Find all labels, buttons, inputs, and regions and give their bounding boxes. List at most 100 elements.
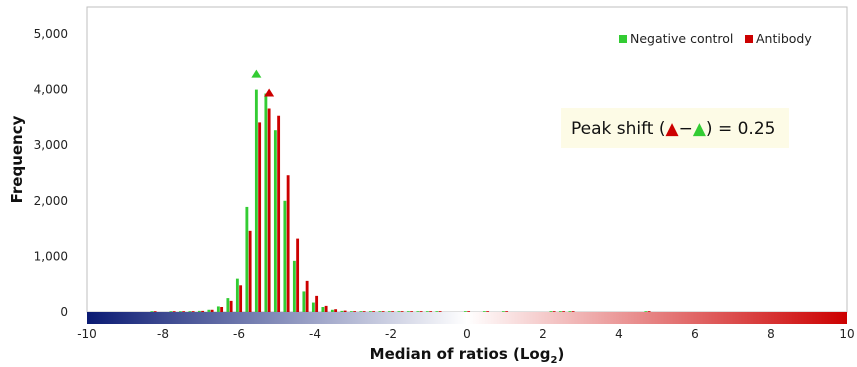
bar-negative-control	[150, 311, 154, 312]
bar-antibody	[647, 311, 651, 312]
color-gradient-bar	[87, 312, 847, 324]
bar-negative-control	[416, 311, 420, 312]
bar-negative-control	[283, 200, 287, 312]
x-tick-labels: -10 -8 -6 -4 -2 0 2 4 6 8 10	[77, 327, 854, 341]
bar-antibody	[296, 238, 300, 312]
bar-negative-control	[235, 278, 239, 312]
bar-negative-control	[387, 311, 391, 312]
bar-negative-control	[292, 260, 296, 312]
x-tick-label: 6	[691, 327, 699, 341]
bar-antibody	[248, 230, 252, 312]
bar-antibody	[400, 311, 404, 312]
x-tick-label: 0	[463, 327, 471, 341]
bar-antibody	[182, 311, 186, 312]
bar-negative-control	[340, 310, 344, 312]
bar-antibody	[419, 311, 423, 312]
bar-negative-control	[245, 206, 249, 312]
negative-control-triangle-icon: ▲	[693, 119, 707, 139]
y-axis-title: Frequency	[8, 115, 26, 203]
legend-swatch-antibody	[745, 35, 753, 43]
peak-shift-annotation: Peak shift (▲−▲) = 0.25	[561, 108, 789, 148]
annotation-text: Peak shift (▲−▲) = 0.25	[571, 119, 775, 139]
bar-antibody	[315, 295, 319, 312]
y-tick-label: 4,000	[34, 83, 68, 97]
bar-negative-control	[482, 311, 486, 312]
x-tick-label: -8	[157, 327, 169, 341]
legend-label-negative-control: Negative control	[630, 31, 733, 46]
bar-antibody	[153, 311, 157, 312]
x-tick-label: -4	[309, 327, 321, 341]
bar-antibody	[239, 285, 243, 312]
bar-antibody	[334, 309, 338, 312]
annotation-dash: −	[679, 119, 693, 139]
bar-antibody	[438, 311, 442, 312]
x-tick-label: 8	[767, 327, 775, 341]
annotation-suffix: ) = 0.25	[706, 119, 776, 139]
bar-negative-control	[197, 310, 201, 312]
x-tick-label: 10	[839, 327, 854, 341]
bar-antibody	[210, 309, 214, 312]
bar-antibody	[562, 311, 566, 312]
bar-negative-control	[178, 311, 182, 312]
y-tick-label: 5,000	[34, 27, 68, 41]
x-tick-label: -2	[385, 327, 397, 341]
bar-negative-control	[330, 309, 334, 312]
plot-area-border	[86, 6, 848, 313]
bar-antibody	[343, 310, 347, 312]
bar-negative-control	[435, 311, 439, 312]
bar-negative-control	[216, 306, 220, 312]
bar-negative-control	[644, 311, 648, 312]
bar-negative-control	[321, 306, 325, 312]
bar-negative-control	[406, 311, 410, 312]
bar-negative-control	[207, 309, 211, 312]
bar-negative-control	[397, 311, 401, 312]
bar-negative-control	[169, 311, 173, 312]
bar-negative-control	[264, 93, 268, 312]
bar-antibody	[277, 115, 281, 313]
antibody-triangle-icon: ▲	[666, 119, 680, 139]
peak-marker-antibody	[264, 88, 275, 97]
bar-antibody	[191, 311, 195, 312]
bar-negative-control	[568, 311, 572, 312]
bar-negative-control	[302, 291, 306, 312]
peak-markers	[251, 69, 275, 97]
bar-antibody	[372, 311, 376, 312]
x-axis-title-subscript: 2	[550, 355, 557, 366]
bar-negative-control	[558, 311, 562, 312]
bar-negative-control	[549, 311, 553, 312]
bar-antibody	[229, 300, 233, 312]
y-tick-label: 1,000	[34, 249, 68, 263]
bar-negative-control	[501, 311, 505, 312]
bar-antibody	[286, 175, 290, 312]
bar-negative-control	[349, 311, 353, 312]
bar-negative-control	[378, 311, 382, 312]
bar-antibody	[505, 311, 509, 312]
bar-antibody	[552, 311, 556, 312]
bar-negative-control	[425, 311, 429, 312]
legend-label-antibody: Antibody	[756, 31, 812, 46]
annotation-background	[561, 108, 789, 148]
x-tick-label: 2	[539, 327, 547, 341]
legend-swatch-negative-control	[619, 35, 627, 43]
bar-antibody	[467, 311, 471, 312]
x-tick-label: -6	[233, 327, 245, 341]
y-tick-label: 3,000	[34, 138, 68, 152]
bar-antibody	[571, 311, 575, 312]
bar-negative-control	[359, 311, 363, 312]
bar-antibody	[201, 310, 205, 312]
x-axis-title-main: Median of ratios (Log	[370, 345, 551, 363]
peak-marker-negative-control	[251, 69, 262, 78]
bar-antibody	[486, 311, 490, 312]
bar-antibody	[305, 280, 309, 312]
x-tick-label: 4	[615, 327, 623, 341]
histogram-bars	[150, 89, 651, 313]
annotation-prefix: Peak shift (	[571, 119, 666, 139]
x-tick-label: -10	[77, 327, 97, 341]
bar-antibody	[410, 311, 414, 312]
bar-antibody	[353, 311, 357, 312]
x-axis-title: Median of ratios (Log2)	[370, 345, 565, 366]
bar-antibody	[324, 305, 328, 312]
bar-antibody	[391, 311, 395, 312]
legend: Negative control Antibody	[619, 31, 812, 46]
